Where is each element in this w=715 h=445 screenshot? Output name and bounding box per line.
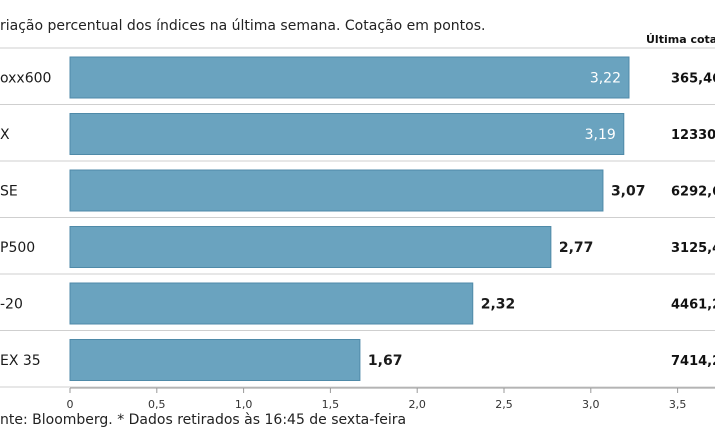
last-quote-value: 6292,6 bbox=[671, 185, 715, 200]
chart-subtitle: riação percentual dos índices na última … bbox=[0, 18, 486, 34]
bar bbox=[69, 226, 552, 268]
x-tick-label: 2,0 bbox=[408, 398, 426, 411]
x-tick-label: 0 bbox=[67, 398, 74, 411]
value-label: 3,07 bbox=[611, 184, 646, 200]
last-quote-value: 7414,2 bbox=[671, 354, 715, 369]
category-label: SE bbox=[0, 184, 18, 200]
value-label: 2,32 bbox=[481, 297, 516, 313]
x-tick-label: 0,5 bbox=[148, 398, 166, 411]
x-tick-label: 1,5 bbox=[322, 398, 340, 411]
category-label: EX 35 bbox=[0, 353, 41, 369]
category-label: P500 bbox=[0, 240, 35, 256]
last-quote-value: 12330,76 bbox=[671, 128, 715, 143]
bar bbox=[69, 339, 361, 381]
category-label: oxx600 bbox=[0, 71, 51, 87]
value-label: 3,19 bbox=[585, 127, 616, 143]
bar bbox=[69, 169, 604, 212]
bar bbox=[69, 282, 474, 325]
bar bbox=[69, 56, 630, 99]
x-tick-label: 2,5 bbox=[495, 398, 513, 411]
last-quote-value: 365,46 bbox=[671, 72, 715, 87]
last-quote-value: 4461,27 bbox=[671, 298, 715, 313]
bar bbox=[69, 113, 625, 155]
last-quote-header: Última cota bbox=[646, 33, 715, 46]
x-tick-label: 3,0 bbox=[582, 398, 600, 411]
value-label: 1,67 bbox=[368, 353, 403, 369]
category-label: X bbox=[0, 127, 10, 143]
value-label: 2,77 bbox=[559, 240, 594, 256]
category-label: -20 bbox=[0, 297, 23, 313]
last-quote-value: 3125,42 bbox=[671, 241, 715, 256]
source-note: nte: Bloomberg. * Dados retirados às 16:… bbox=[0, 412, 407, 428]
x-tick-label: 1,0 bbox=[235, 398, 253, 411]
x-tick-label: 3,5 bbox=[669, 398, 687, 411]
value-label: 3,22 bbox=[590, 71, 621, 87]
